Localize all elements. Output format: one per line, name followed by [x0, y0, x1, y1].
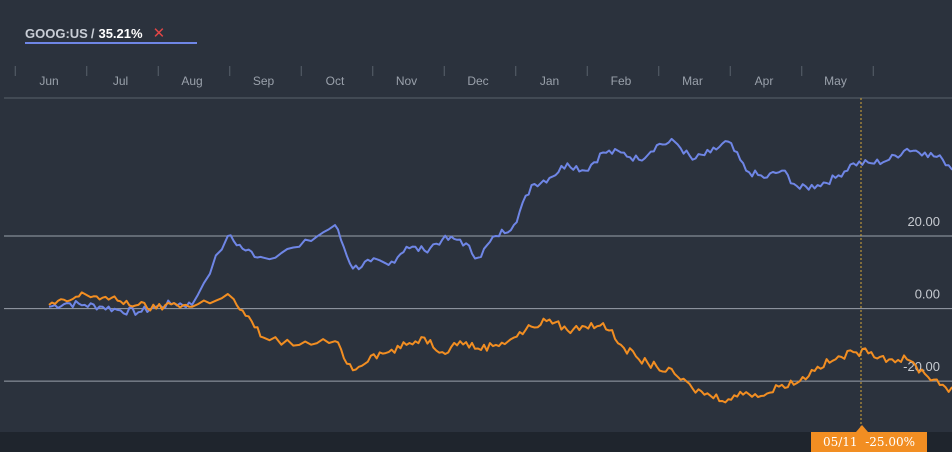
legend-ticker[interactable]: GOOG:US [25, 26, 88, 41]
x-tick-label-dec: Dec [467, 74, 488, 88]
y-axis-labels: 20.00 0.00 -20.00 [903, 214, 940, 374]
y-tick-label: -20.00 [903, 359, 940, 374]
x-tick-label-feb: Feb [611, 74, 632, 88]
x-tick-label-nov: Nov [396, 74, 417, 88]
x-axis-labels: Jun Jul Aug Sep Oct Nov Dec Jan Feb Mar Apr May [39, 74, 847, 88]
chart[interactable]: Jun Jul Aug Sep Oct Nov Dec Jan Feb Mar Apr May 20.… [0, 0, 952, 432]
legend-underline [25, 42, 197, 44]
x-tick-label-may: May [824, 74, 847, 88]
x-tick-label-apr: Apr [755, 74, 774, 88]
x-tick-label-mar: Mar [682, 74, 703, 88]
x-tick-label-aug: Aug [181, 74, 202, 88]
cursor-value: -25.00% [865, 435, 916, 449]
legend-separator: / [90, 26, 95, 41]
x-tick-label-oct: Oct [326, 74, 345, 88]
cursor-date: 05/11 [822, 435, 858, 449]
x-tick-label-jan: Jan [540, 74, 559, 88]
series-line-orange [48, 291, 952, 404]
legend-value: 35.21% [98, 26, 143, 41]
x-tick-label-jul: Jul [113, 74, 128, 88]
series-legend: GOOG:US/35.21% ✕ [25, 24, 165, 42]
x-tick-label-jun: Jun [39, 74, 58, 88]
y-tick-label: 0.00 [915, 287, 940, 302]
gridlines [4, 97, 952, 382]
x-axis-ticks [14, 66, 874, 76]
series-lines [48, 137, 952, 404]
series-line-blue [48, 137, 952, 316]
footer-bar [0, 432, 952, 452]
badge-pointer [856, 425, 868, 432]
x-tick-label-sep: Sep [253, 74, 275, 88]
remove-series-icon[interactable]: ✕ [152, 25, 166, 42]
cursor-readout-badge: 05/11 -25.00% [811, 432, 927, 452]
y-tick-label: 20.00 [907, 214, 940, 229]
